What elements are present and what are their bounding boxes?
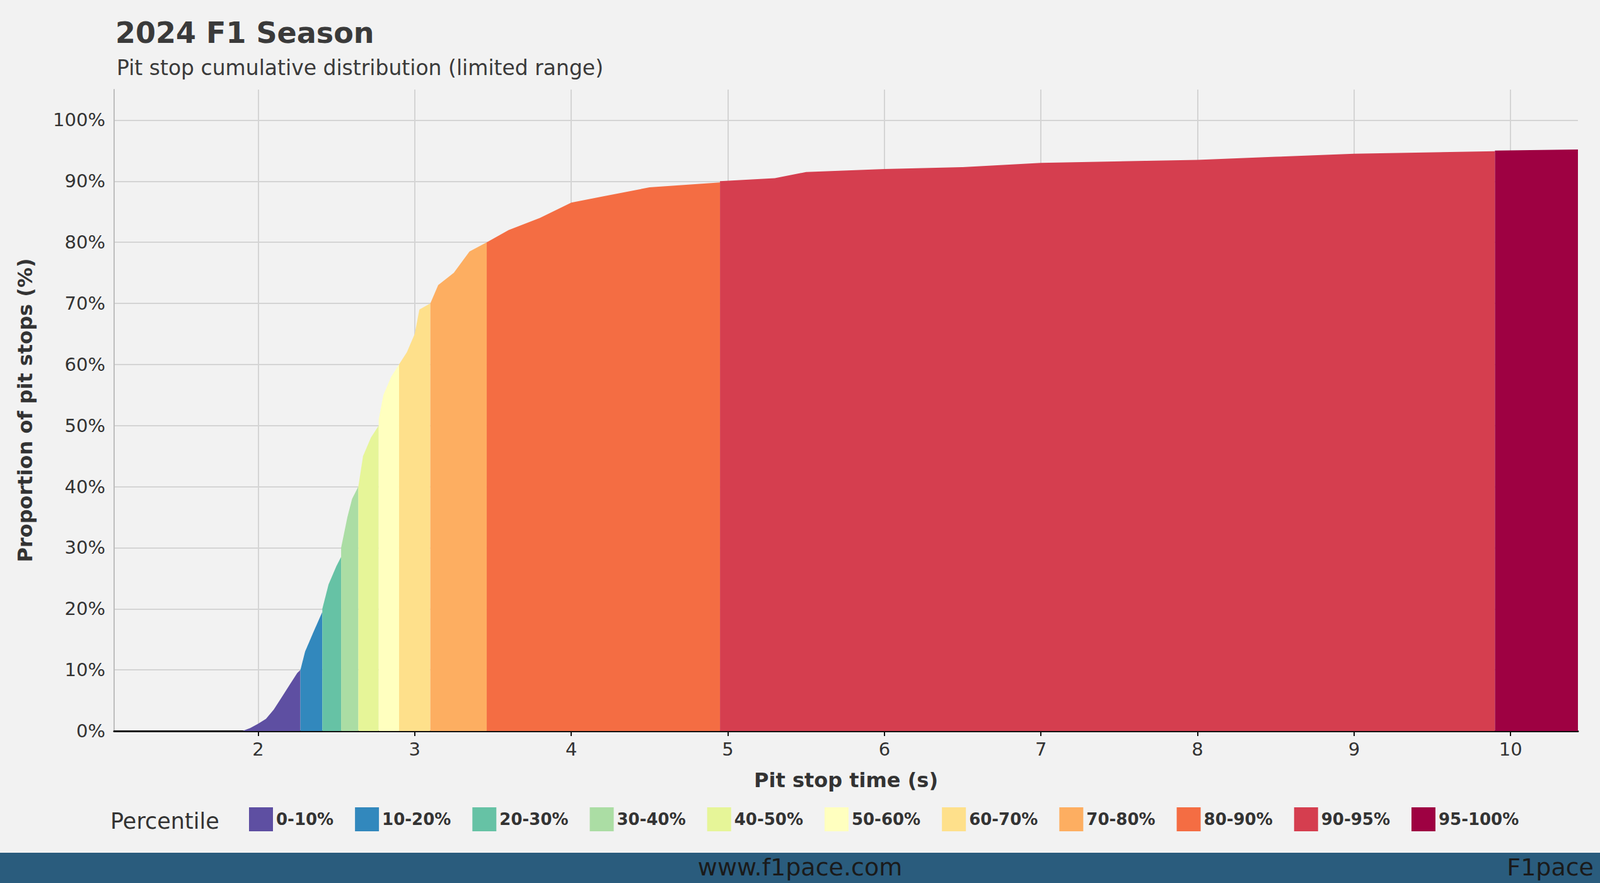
svg-text:6: 6: [878, 738, 891, 760]
svg-text:95-100%: 95-100%: [1438, 809, 1519, 829]
svg-text:10-20%: 10-20%: [382, 809, 451, 829]
svg-text:F1pace: F1pace: [1506, 852, 1594, 881]
svg-text:20%: 20%: [64, 597, 106, 620]
svg-text:5: 5: [721, 738, 734, 760]
svg-text:30-40%: 30-40%: [617, 809, 686, 829]
svg-text:Percentile: Percentile: [110, 808, 220, 834]
svg-text:80-90%: 80-90%: [1204, 809, 1273, 829]
svg-text:90-95%: 90-95%: [1321, 809, 1391, 829]
svg-text:10%: 10%: [64, 658, 106, 681]
svg-text:70-80%: 70-80%: [1086, 809, 1155, 829]
svg-text:0%: 0%: [76, 719, 106, 742]
svg-text:80%: 80%: [64, 231, 106, 253]
svg-text:7: 7: [1035, 738, 1047, 760]
svg-text:40-50%: 40-50%: [734, 809, 804, 829]
svg-text:3: 3: [409, 738, 421, 760]
svg-text:9: 9: [1348, 738, 1360, 760]
svg-text:2: 2: [252, 738, 264, 760]
svg-text:2024 F1 Season: 2024 F1 Season: [115, 15, 375, 50]
svg-text:Pit stop cumulative distributi: Pit stop cumulative distribution (limite…: [116, 55, 604, 81]
svg-text:Proportion of pit stops (%): Proportion of pit stops (%): [13, 257, 38, 562]
svg-text:20-30%: 20-30%: [499, 809, 569, 829]
svg-text:0-10%: 0-10%: [276, 809, 334, 829]
svg-text:40%: 40%: [64, 475, 106, 498]
svg-text:50-60%: 50-60%: [851, 809, 921, 829]
svg-text:4: 4: [565, 738, 577, 760]
svg-text:70%: 70%: [64, 292, 106, 314]
svg-text:30%: 30%: [64, 536, 106, 558]
svg-text:60-70%: 60-70%: [968, 809, 1038, 829]
svg-text:Pit stop time (s): Pit stop time (s): [753, 767, 939, 792]
svg-text:60%: 60%: [64, 353, 106, 376]
svg-text:90%: 90%: [64, 170, 106, 192]
svg-text:10: 10: [1499, 738, 1523, 760]
svg-text:8: 8: [1191, 738, 1203, 760]
svg-text:www.f1pace.com: www.f1pace.com: [697, 852, 903, 881]
svg-text:100%: 100%: [52, 109, 106, 131]
svg-text:50%: 50%: [64, 414, 106, 437]
